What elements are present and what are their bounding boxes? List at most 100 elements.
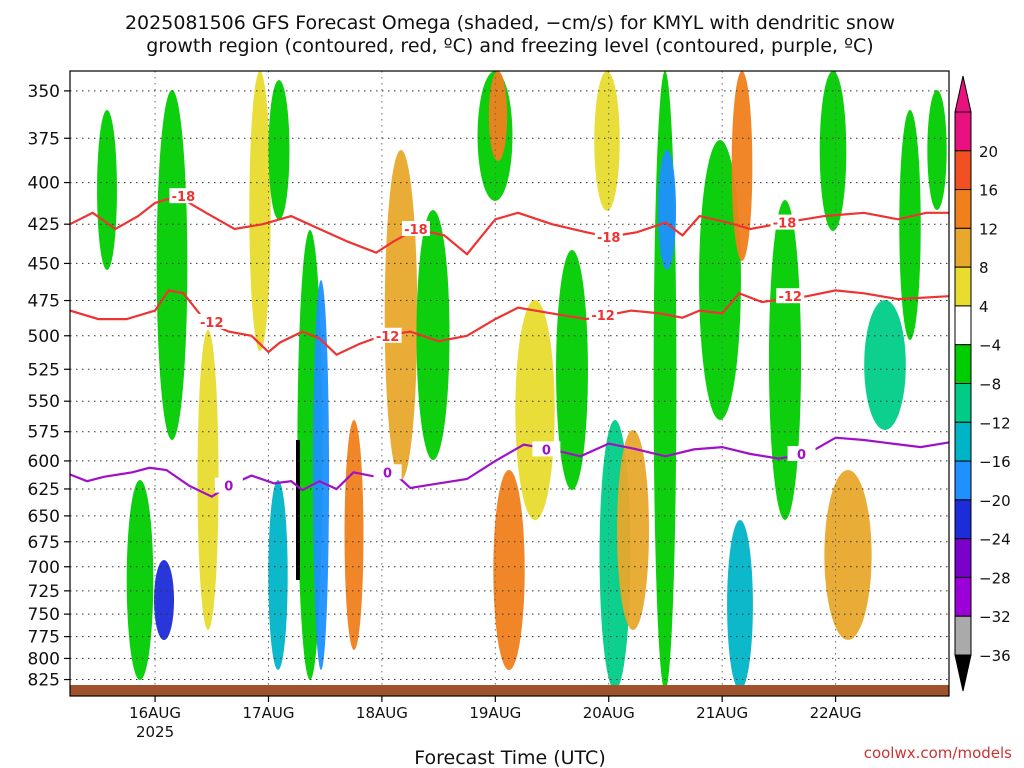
contour-label-bg (373, 327, 402, 343)
shade-blob (384, 150, 418, 480)
colorbar-label: −28 (979, 569, 1011, 587)
colorbar-swatch (954, 111, 972, 152)
y-tick-label: 700 (28, 558, 60, 578)
y-tick-label: 550 (28, 392, 60, 412)
contour-label: -18 (172, 190, 196, 205)
contour-label-bg (776, 288, 805, 304)
colorbar-label: −36 (979, 647, 1011, 665)
shade-blob (416, 210, 450, 460)
colorbar-bottom-arrow (954, 654, 972, 692)
terrain-strip (70, 685, 949, 696)
y-tick-label: 750 (28, 605, 60, 625)
y-tick-label: 625 (28, 480, 60, 500)
colorbar-swatch (954, 421, 972, 462)
colorbar-label: 12 (979, 220, 998, 238)
y-tick-label: 500 (28, 327, 60, 347)
colorbar-swatch (954, 227, 972, 268)
contour-label-bg (532, 441, 561, 457)
contour-label: -12 (591, 309, 615, 324)
y-tick-label: 450 (28, 254, 60, 274)
colorbar-swatch (954, 576, 972, 617)
shade-blob (488, 71, 508, 161)
shade-blob (819, 71, 847, 231)
colorbar-swatch (954, 266, 972, 307)
colorbar-label: −16 (979, 453, 1011, 471)
contour-label: 0 (224, 480, 233, 495)
colorbar-swatch (954, 460, 972, 501)
colorbar-top-arrow (954, 75, 972, 113)
contour-label: -18 (597, 231, 621, 246)
contour-label-bg (373, 464, 402, 480)
shade-blob (768, 200, 802, 520)
colorbar-label: −12 (979, 414, 1011, 432)
pressure-axis: 350 375 400 425 450 475 500 525 550 575 600 625 650 6… (28, 82, 70, 691)
colorbar-swatch (954, 189, 972, 229)
colorbar-swatch (954, 305, 972, 346)
shade-blob (268, 480, 288, 670)
colorbar-label: 8 (979, 259, 989, 277)
contours: -18 -18 -18 -18 -12 -12 -12 -12 0 0 0 0 (70, 188, 949, 498)
credit-text: coolwx.com/models (864, 744, 1012, 762)
contour-label-bg (594, 228, 623, 244)
contour-label: -12 (778, 290, 802, 305)
contour-label-bg (214, 477, 243, 493)
shade-blob (699, 140, 741, 420)
colorbar-label: −24 (979, 531, 1011, 549)
plot-border (69, 70, 950, 697)
contour-label-bg (169, 188, 198, 204)
shade-blob (515, 300, 555, 520)
shade-blob (312, 280, 330, 670)
y-tick-label: 525 (28, 360, 60, 380)
shade-blob (126, 480, 154, 680)
colorbar-label: 20 (979, 143, 998, 161)
shade-blob (824, 470, 872, 640)
shade-blob (556, 250, 588, 490)
colorbar-label: 4 (979, 298, 989, 316)
shade-blob (493, 470, 525, 670)
shade-blob (594, 71, 620, 211)
x-tick-label: 16AUG (129, 704, 181, 722)
y-tick-label: 350 (28, 82, 60, 102)
colorbar-label: −4 (979, 337, 1001, 355)
contour-0 (70, 436, 949, 498)
y-tick-label: 650 (28, 507, 60, 527)
shade-blob (153, 560, 175, 640)
contour-label-bg (770, 214, 799, 230)
shade-blob (249, 71, 271, 351)
x-axis-label: Forecast Time (UTC) (414, 747, 605, 768)
chart-title-line-1: 2025081506 GFS Forecast Omega (shaded, −… (125, 12, 895, 34)
shade-blob (731, 71, 753, 261)
colorbar-swatch (954, 499, 972, 540)
y-tick-label: 725 (28, 582, 60, 602)
colorbar-label: −20 (979, 492, 1011, 510)
contour-label: -18 (773, 217, 797, 232)
shade-blob (899, 110, 921, 340)
x-tick-sublabel: 2025 (136, 723, 174, 741)
y-tick-label: 400 (28, 174, 60, 194)
x-tick-label: 17AUG (243, 704, 295, 722)
x-tick-label: 21AUG (696, 704, 748, 722)
shade-blob (864, 300, 906, 430)
colorbar-label: −8 (979, 376, 1001, 394)
x-tick-label: 20AUG (583, 704, 635, 722)
chart-title-line-2: growth region (contoured, red, ºC) and f… (146, 35, 873, 57)
shade-blob (617, 430, 649, 630)
shade-blob (344, 420, 364, 650)
contour-label-bg (787, 446, 816, 462)
x-tick-label: 18AUG (356, 704, 408, 722)
colorbar-swatch (954, 150, 972, 191)
colorbar: 20 16 12 8 4 −4 −8 −12 −16 −20 −24 −28 −32 −36 (954, 75, 1011, 692)
colorbar-swatch (954, 615, 972, 656)
y-tick-label: 425 (28, 215, 60, 235)
y-tick-label: 475 (28, 292, 60, 312)
x-tick-label: 19AUG (469, 704, 521, 722)
colorbar-swatch (954, 344, 972, 385)
y-tick-label: 775 (28, 628, 60, 648)
shade-blob (927, 90, 947, 210)
contour-label-bg (401, 221, 430, 237)
shade-blob (97, 110, 117, 270)
y-tick-label: 600 (28, 452, 60, 472)
